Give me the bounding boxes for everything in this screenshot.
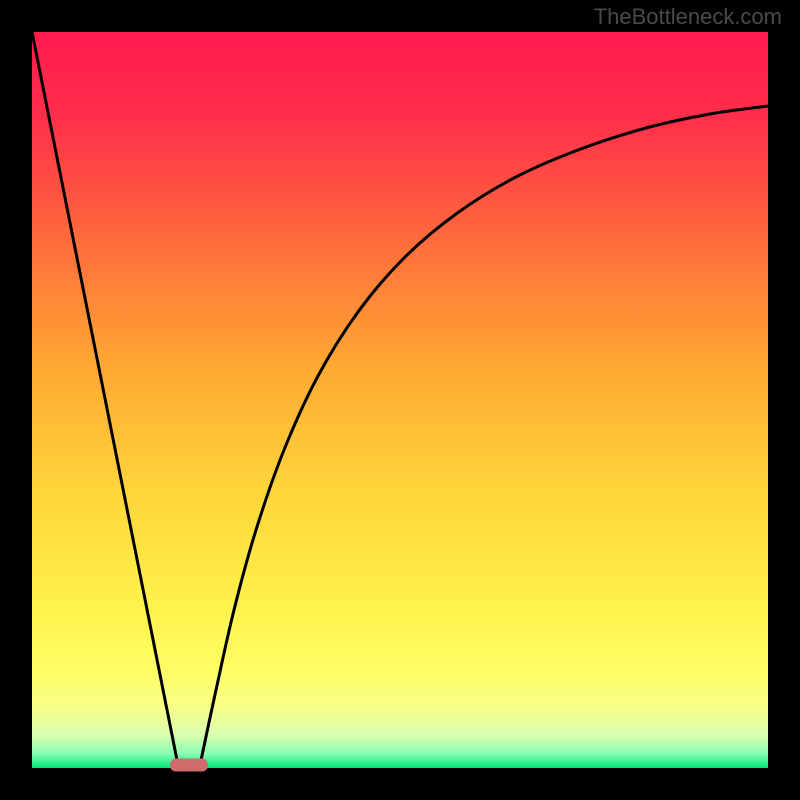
plot-background xyxy=(32,32,768,768)
bottleneck-chart xyxy=(0,0,800,800)
chart-stage: TheBottleneck.com xyxy=(0,0,800,800)
watermark-label: TheBottleneck.com xyxy=(594,4,782,30)
bottleneck-marker xyxy=(170,759,208,772)
